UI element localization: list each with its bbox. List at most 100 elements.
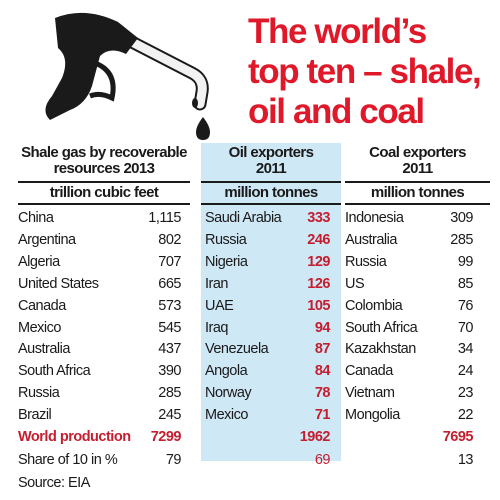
- table-row-total: 1962: [205, 426, 331, 449]
- row-value: 84: [314, 363, 331, 380]
- table-row: Russia 285: [18, 382, 181, 405]
- row-value: 76: [457, 297, 474, 314]
- row-country: Iraq: [205, 319, 229, 336]
- row-country: South Africa: [18, 363, 91, 380]
- row-country: Mexico: [18, 319, 61, 336]
- row-value: 22: [457, 407, 474, 424]
- table-row-share: Share of 10 in % 79: [18, 449, 182, 472]
- row-value: 285: [450, 231, 473, 248]
- oil-heading: Oil exporters 2011: [201, 145, 341, 177]
- heading-line: 2011: [402, 160, 433, 177]
- header-rule: [201, 181, 341, 183]
- total-value: 1962: [299, 429, 331, 445]
- row-value: 85: [457, 275, 474, 292]
- table-row: South Africa 70: [345, 317, 474, 340]
- row-country: Venezuela: [205, 341, 269, 358]
- row-country: Indonesia: [345, 210, 404, 226]
- heading-line: 2011: [255, 160, 287, 177]
- table-row: UAE 105: [205, 295, 330, 318]
- row-value: 126: [307, 275, 330, 292]
- row-value: 24: [457, 363, 474, 380]
- row-country: Brazil: [18, 407, 52, 424]
- row-value: 78: [314, 385, 331, 402]
- table-row: Nigeria 129: [205, 251, 330, 274]
- title-line: top ten – shale,: [248, 52, 482, 91]
- table-row-share: 69: [205, 449, 331, 472]
- heading-line: Shale gas by recoverable: [21, 144, 187, 161]
- total-value: 7299: [150, 429, 182, 445]
- total-label: World production: [18, 429, 131, 445]
- table-row: Mongolia 22: [345, 404, 474, 427]
- title-line: oil and coal: [248, 92, 425, 131]
- row-country: South Africa: [345, 319, 418, 336]
- row-value: 94: [314, 319, 331, 336]
- fuel-pump-nozzle-icon: [45, 12, 210, 140]
- table-row-total: World production 7299: [18, 426, 182, 449]
- table-row: Indonesia 309: [345, 207, 473, 230]
- row-country: Vietnam: [345, 385, 395, 402]
- row-value: 87: [314, 341, 331, 358]
- heading-line: Coal exporters: [369, 144, 466, 161]
- row-country: Russia: [18, 385, 60, 402]
- table-row: US 85: [345, 273, 474, 296]
- row-country: UAE: [205, 297, 234, 314]
- row-value: 105: [307, 297, 330, 314]
- table-row: Australia 437: [18, 338, 181, 361]
- header-rule: [18, 181, 190, 183]
- row-country: Algeria: [18, 253, 60, 270]
- row-value: 707: [158, 253, 181, 270]
- table-row: Norway 78: [205, 382, 331, 405]
- table-row: Colombia 76: [345, 295, 474, 318]
- row-value: 285: [158, 385, 181, 402]
- row-country: Canada: [345, 363, 393, 380]
- row-country: Russia: [345, 253, 387, 270]
- row-value: 23: [457, 385, 474, 402]
- share-label: Share of 10 in %: [18, 452, 118, 468]
- row-value: 437: [158, 341, 181, 358]
- unit-rule: [345, 203, 490, 205]
- page-title: The world’s top ten – shale, oil and coa…: [248, 12, 496, 132]
- oil-column-highlight: [201, 143, 341, 461]
- row-value: 802: [158, 231, 181, 248]
- table-row: Argentina 802: [18, 229, 181, 252]
- row-country: Saudi Arabia: [205, 210, 282, 226]
- row-country: Angola: [205, 363, 248, 380]
- title-line: The world’s: [248, 12, 427, 51]
- shale-heading: Shale gas by recoverable resources 2013: [18, 145, 190, 177]
- table-row-share: 13: [345, 449, 474, 472]
- row-country: China: [18, 210, 54, 226]
- row-value: 245: [158, 407, 181, 424]
- row-country: Norway: [205, 385, 252, 402]
- row-country: US: [345, 275, 365, 292]
- table-row: China 1,115: [18, 207, 181, 230]
- table-row: Angola 84: [205, 360, 331, 383]
- row-value: 665: [158, 275, 181, 292]
- row-country: Mongolia: [345, 407, 400, 424]
- row-value: 309: [450, 210, 473, 226]
- table-row: Canada 24: [345, 360, 474, 383]
- table-row: South Africa 390: [18, 360, 181, 383]
- table-row: Vietnam 23: [345, 382, 474, 405]
- row-country: Canada: [18, 297, 66, 314]
- row-country: Nigeria: [205, 253, 248, 270]
- heading-line: resources 2013: [53, 160, 155, 177]
- table-row: Venezuela 87: [205, 338, 331, 361]
- table-row: Iran 126: [205, 273, 330, 296]
- row-value: 390: [158, 363, 181, 380]
- table-row: Kazakhstan 34: [345, 338, 474, 361]
- table-row: United States 665: [18, 273, 181, 296]
- row-country: Kazakhstan: [345, 341, 416, 358]
- shale-unit: trillion cubic feet: [49, 184, 159, 201]
- row-value: 545: [158, 319, 181, 336]
- share-value: 13: [457, 452, 474, 468]
- table-row: Saudi Arabia 333: [205, 207, 330, 230]
- row-value: 129: [307, 253, 330, 270]
- share-value: 79: [165, 452, 182, 468]
- row-value: 99: [457, 253, 474, 270]
- table-row: Canada 573: [18, 295, 181, 318]
- share-value: 69: [314, 452, 331, 468]
- table-row: Mexico 545: [18, 317, 181, 340]
- table-row: Russia 99: [345, 251, 474, 274]
- table-row: Algeria 707: [18, 251, 181, 274]
